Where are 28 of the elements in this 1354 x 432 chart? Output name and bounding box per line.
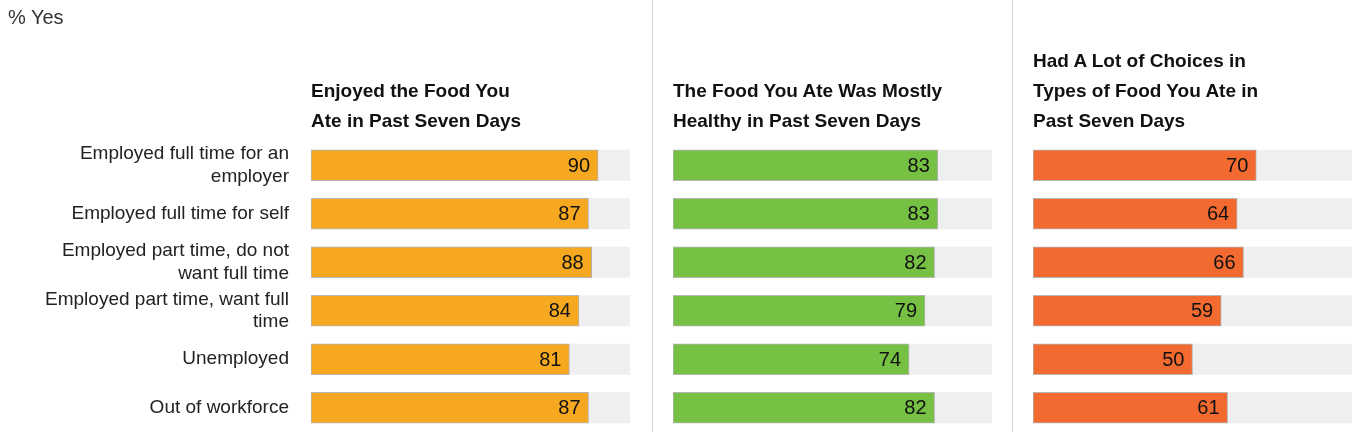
data-label: 70 <box>1226 153 1249 176</box>
y-tick-label: Unemployed <box>182 347 289 369</box>
data-label: 90 <box>567 153 591 176</box>
data-label: 79 <box>894 299 918 322</box>
data-label: 81 <box>539 347 562 370</box>
data-label: 88 <box>561 250 584 273</box>
data-label: 59 <box>1190 299 1214 322</box>
chart-title: Had A Lot of Choices in Types of Food You Ate in Past Seven Days <box>1033 49 1260 133</box>
data-label: 84 <box>548 299 571 322</box>
data-label: 74 <box>878 347 902 370</box>
y-tick-label: Employed full time for self <box>71 201 290 223</box>
data-label: 87 <box>558 202 581 225</box>
data-label: 82 <box>904 250 927 273</box>
y-tick-label: Employed part time, do not want full time <box>61 239 290 283</box>
y-tick-label: Out of workforce <box>149 395 289 417</box>
chart-title: Enjoyed the Food You Ate in Past Seven Days <box>311 79 523 133</box>
text: % Yes <box>8 6 64 29</box>
chart-title: The Food You Ate Was Mostly Healthy in Past Seven Days <box>673 79 944 133</box>
data-label: 66 <box>1213 250 1236 273</box>
data-label: 87 <box>558 396 581 419</box>
data-label: 83 <box>907 202 930 225</box>
data-label: 64 <box>1206 202 1230 225</box>
data-label: 61 <box>1197 396 1220 419</box>
data-label: 83 <box>907 153 930 176</box>
y-tick-label: Employed part time, want full time <box>45 287 289 332</box>
data-label: 50 <box>1162 347 1185 370</box>
y-tick-label: Employed full time for an employer <box>79 142 290 186</box>
data-label: 82 <box>904 396 927 419</box>
